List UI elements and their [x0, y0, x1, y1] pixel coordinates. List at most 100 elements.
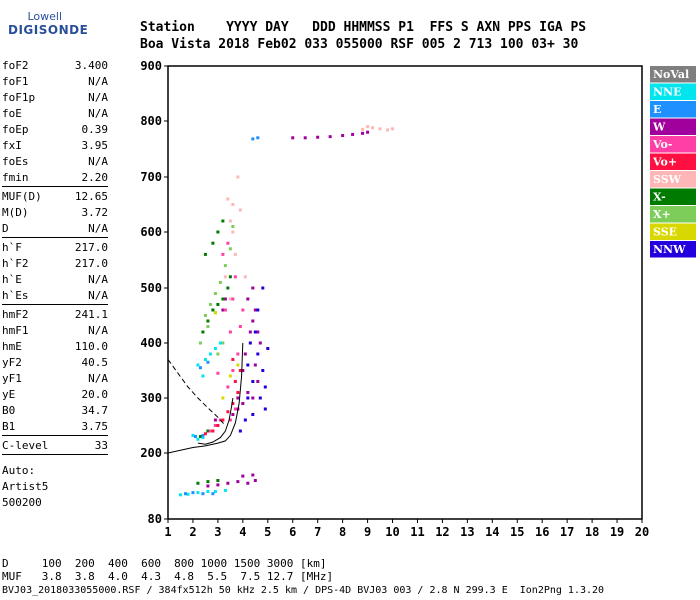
legend-swatch	[650, 153, 696, 170]
x-tick-label: 2	[189, 525, 196, 539]
data-point-vo	[238, 325, 242, 328]
data-point-ssw	[231, 203, 235, 206]
data-point-vo	[221, 418, 225, 422]
data-point-nne	[196, 363, 200, 367]
param-value: N/A	[88, 107, 108, 120]
y-tick-label: 800	[140, 114, 162, 128]
data-point-x	[198, 435, 202, 438]
separator	[2, 186, 108, 187]
param-row: foF2 3.400	[2, 58, 108, 74]
data-point-sse	[228, 374, 232, 378]
data-point-e	[211, 492, 215, 496]
data-point-ssw	[236, 175, 240, 179]
legend-label: NNW	[653, 243, 686, 256]
data-point-x	[216, 230, 220, 234]
data-point-x	[221, 297, 225, 301]
param-value: 40.5	[81, 356, 109, 369]
header-line2: Boa Vista 2018 Feb02 033 055000 RSF 005 …	[140, 37, 579, 52]
data-point-x	[228, 275, 232, 279]
data-point-w	[256, 330, 260, 334]
param-key: MUF(D)	[2, 190, 42, 203]
param-row: hmF2 241.1	[2, 307, 108, 323]
param-value: 0.39	[81, 123, 109, 136]
x-tick-label: 7	[314, 525, 321, 539]
data-point-sse	[221, 396, 225, 400]
param-value: 2.20	[81, 171, 109, 184]
param-value: 217.0	[74, 257, 108, 270]
legend-swatch	[650, 223, 696, 240]
legend-swatch	[650, 188, 696, 205]
param-key: hmF2	[2, 308, 29, 321]
data-point-w	[291, 136, 295, 140]
data-point-w	[221, 308, 225, 312]
data-point-ssw	[243, 275, 247, 279]
param-value: 3.75	[81, 420, 109, 433]
data-point-ssw	[231, 230, 235, 234]
legend-label: Vo+	[652, 156, 677, 169]
x-tick-label: 15	[510, 525, 524, 539]
data-point-nnw	[246, 363, 250, 367]
data-point-x	[228, 247, 232, 251]
legend-swatch	[650, 118, 696, 135]
data-point-nnw	[251, 380, 255, 383]
data-point-x	[208, 303, 212, 306]
data-point-w	[246, 297, 250, 301]
data-point-nnw	[261, 286, 265, 290]
data-point-w	[251, 319, 255, 323]
y-tick-label: 300	[140, 391, 162, 405]
separator	[2, 304, 108, 305]
data-point-vo	[211, 429, 215, 433]
data-point-x	[211, 241, 215, 245]
x-tick-label: 12	[435, 525, 449, 539]
param-row: MUF(D) 12.65	[2, 189, 108, 205]
data-point-ssw	[361, 127, 365, 131]
data-point-vo	[233, 380, 237, 383]
param-row: B1 3.75	[2, 419, 108, 435]
data-point-vo	[216, 371, 220, 375]
param-key: foE	[2, 107, 22, 120]
data-point-nnw	[258, 396, 262, 400]
clevel-row: C-level 33	[2, 438, 108, 454]
data-point-ssw	[228, 297, 232, 301]
data-point-w	[241, 369, 245, 372]
params-group-virtual-heights: h`F 217.0 h`F2 217.0 h`E N/A h`Es N/A	[2, 240, 108, 304]
param-value: 3.400	[74, 59, 108, 72]
data-point-ssw	[228, 219, 232, 223]
data-point-nnw	[253, 330, 257, 334]
data-point-nne	[206, 490, 210, 493]
data-point-x	[206, 325, 210, 328]
legend-label: NNE	[653, 86, 682, 99]
param-row: yF2 40.5	[2, 355, 108, 371]
header-line1: Station YYYY DAY DDD HHMMSS P1 FFS S AXN…	[140, 20, 587, 35]
legend-label: X-	[653, 191, 666, 204]
param-value: 12.65	[74, 190, 108, 203]
data-point-nne	[213, 490, 217, 493]
data-point-nnw	[256, 352, 260, 356]
param-row: h`Es N/A	[2, 288, 108, 304]
param-row: h`F2 217.0	[2, 256, 108, 272]
param-value: 20.0	[81, 388, 109, 401]
data-point-nne	[196, 437, 200, 441]
data-point-vo	[226, 241, 230, 245]
param-key: h`Es	[2, 289, 29, 302]
param-key: foEs	[2, 155, 29, 168]
separator	[2, 237, 108, 238]
data-point-ssw	[371, 126, 375, 130]
data-point-x	[203, 252, 207, 256]
data-point-nnw	[243, 418, 247, 422]
data-point-vo	[203, 432, 207, 436]
param-key: foF1p	[2, 91, 36, 104]
data-point-nnw	[256, 308, 260, 312]
legend-label: Vo-	[652, 138, 672, 151]
data-point-e	[201, 433, 205, 437]
data-point-nnw	[251, 413, 255, 416]
param-value: N/A	[88, 372, 108, 385]
data-point-w	[223, 297, 227, 301]
param-row: B0 34.7	[2, 403, 108, 419]
data-point-w	[361, 131, 365, 135]
data-point-x	[218, 280, 222, 284]
data-point-ssw	[226, 197, 230, 201]
data-point-vo	[226, 410, 230, 414]
data-point-nne	[201, 374, 205, 378]
